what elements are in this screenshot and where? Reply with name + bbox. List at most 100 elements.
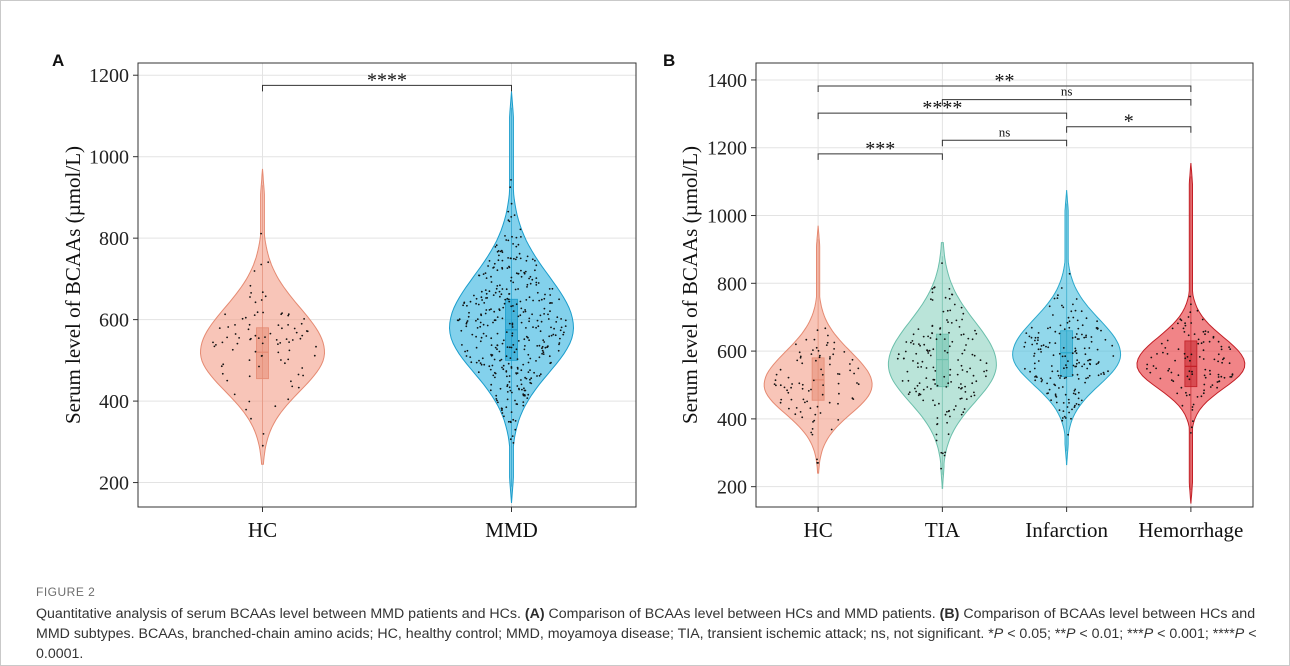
data-point <box>530 377 533 380</box>
data-point <box>1023 345 1026 348</box>
data-point <box>264 336 266 338</box>
data-point <box>1146 367 1148 370</box>
data-point <box>285 338 288 340</box>
data-point <box>501 259 504 262</box>
data-point <box>483 363 486 366</box>
data-point <box>1047 346 1050 349</box>
data-point <box>288 349 291 352</box>
data-point <box>513 257 515 260</box>
data-point <box>1039 348 1042 351</box>
data-point <box>1217 360 1219 363</box>
data-point <box>1149 371 1152 374</box>
data-point <box>1085 336 1087 338</box>
violin-hemorrhage <box>1136 162 1246 504</box>
data-point <box>1067 316 1070 319</box>
data-point <box>962 333 965 336</box>
data-point <box>525 299 528 301</box>
data-point <box>975 380 978 383</box>
data-point <box>1084 381 1086 384</box>
data-point <box>480 296 483 299</box>
data-point <box>805 338 808 341</box>
data-point <box>799 355 802 358</box>
data-point <box>475 319 477 322</box>
data-point <box>558 343 560 346</box>
data-point <box>1200 342 1203 345</box>
data-point <box>837 402 839 405</box>
data-point <box>509 389 512 392</box>
significance-bracket: **** <box>262 69 512 92</box>
data-point <box>775 384 777 387</box>
data-point <box>1050 399 1052 402</box>
data-point <box>513 214 516 217</box>
data-point <box>815 346 818 349</box>
data-point <box>262 311 264 314</box>
data-point <box>1216 386 1218 389</box>
data-point <box>927 352 930 354</box>
data-point <box>1170 379 1173 381</box>
data-point <box>1058 409 1061 411</box>
data-point <box>1202 349 1205 352</box>
data-point <box>510 346 513 349</box>
data-point <box>779 384 782 387</box>
data-point <box>1223 376 1226 379</box>
data-point <box>940 451 943 454</box>
data-point <box>479 362 482 364</box>
x-tick-label: Hemorrhage <box>1138 518 1243 542</box>
data-point <box>508 300 511 303</box>
data-point <box>948 297 951 300</box>
y-axis-label: Serum level of BCAAs (µmol/L) <box>61 146 85 424</box>
data-point <box>1063 415 1066 418</box>
data-point <box>807 390 810 392</box>
data-point <box>496 269 499 272</box>
data-point <box>558 298 560 301</box>
data-point <box>973 354 976 357</box>
data-point <box>961 369 964 371</box>
data-point <box>1217 376 1220 378</box>
data-point <box>1077 403 1080 406</box>
data-point <box>917 328 920 330</box>
data-point <box>783 386 786 389</box>
data-point <box>253 270 256 272</box>
data-point <box>1202 392 1205 395</box>
data-point <box>479 325 482 328</box>
significance-label: *** <box>865 138 895 160</box>
data-point <box>820 368 822 371</box>
data-point <box>518 252 521 255</box>
data-point <box>1070 310 1073 313</box>
data-point <box>1033 367 1036 370</box>
data-point <box>1072 364 1075 367</box>
data-point <box>241 317 244 320</box>
data-point <box>475 335 477 338</box>
data-point <box>1166 339 1169 342</box>
data-point <box>517 243 520 246</box>
data-point <box>963 408 966 410</box>
data-point <box>1201 318 1204 321</box>
data-point <box>495 287 498 290</box>
data-point <box>1051 370 1054 373</box>
data-point <box>1162 351 1164 354</box>
data-point <box>1096 320 1098 323</box>
data-point <box>833 341 836 344</box>
data-point <box>949 368 952 371</box>
data-point <box>1074 388 1077 391</box>
data-point <box>495 398 498 400</box>
data-point <box>1177 374 1180 377</box>
data-point <box>798 351 801 354</box>
data-point <box>512 305 514 307</box>
data-point <box>227 326 230 328</box>
data-point <box>1068 411 1070 414</box>
data-point <box>500 407 503 410</box>
data-point <box>935 439 938 442</box>
data-point <box>287 313 290 316</box>
data-point <box>1218 380 1221 383</box>
data-point <box>837 382 840 385</box>
data-point <box>946 351 949 354</box>
data-point <box>1037 360 1040 362</box>
data-point <box>524 389 527 392</box>
data-point <box>1217 340 1220 343</box>
data-point <box>287 398 290 401</box>
data-point <box>1170 371 1173 374</box>
data-point <box>465 325 468 328</box>
data-point <box>510 280 512 282</box>
data-point <box>1164 347 1167 349</box>
